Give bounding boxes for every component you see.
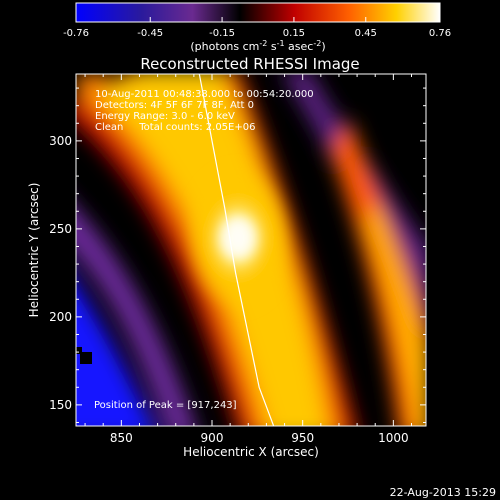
y-tick-label: 300 [49,134,72,148]
y-tick-label: 250 [49,222,72,236]
x-axis-label: Heliocentric X (arcsec) [183,445,319,459]
annotation-peak: Position of Peak = [917,243] [94,400,237,411]
plot-frame [75,73,427,427]
x-tick-label: 850 [110,431,133,445]
colorbar-tick-label: -0.45 [137,28,163,39]
annotation-energy: Energy Range: 3.0 - 6.0 keV [95,111,235,122]
colorbar-tick-label: 0.76 [429,28,451,39]
annotation-time: 10-Aug-2011 00:48:38.000 to 00:54:20.000 [95,89,314,100]
footer-date: 22-Aug-2013 15:29 [390,486,496,499]
colorbar-tick-label: -0.76 [63,28,89,39]
x-tick-label: 950 [291,431,314,445]
black-block-marker [76,347,82,354]
chart-title: Reconstructed RHESSI Image [140,55,359,73]
colorbar-tick-label: -0.15 [209,28,235,39]
y-axis-label: Heliocentric Y (arcsec) [27,183,41,318]
annotation-detectors: Detectors: 4F 5F 6F 7F 8F, Att 0 [95,100,254,111]
colorbar-ticks: -0.76 -0.45 -0.15 0.15 0.45 0.76 [63,17,451,39]
colorbar: -0.76 -0.45 -0.15 0.15 0.45 0.76 (photons cm-… [63,2,451,53]
annotations: 10-Aug-2011 00:48:38.000 to 00:54:20.000… [94,89,314,411]
colorbar-gradient [75,2,441,23]
black-block-marker [80,352,92,364]
colorbar-tick-label: 0.45 [355,28,377,39]
axes: 850 900 950 1000 150 200 250 300 [49,74,426,445]
annotation-clean: Clean Total counts: 2.05E+06 [95,122,255,133]
colorbar-tick-label: 0.15 [283,28,305,39]
limb-curve [198,74,275,426]
x-tick-label: 900 [201,431,224,445]
colorbar-units: (photons cm-2 s-1 asec-2) [190,39,325,53]
y-tick-label: 150 [49,398,72,412]
x-tick-label: 1000 [378,431,409,445]
y-tick-label: 200 [49,310,72,324]
image-area [76,74,426,426]
